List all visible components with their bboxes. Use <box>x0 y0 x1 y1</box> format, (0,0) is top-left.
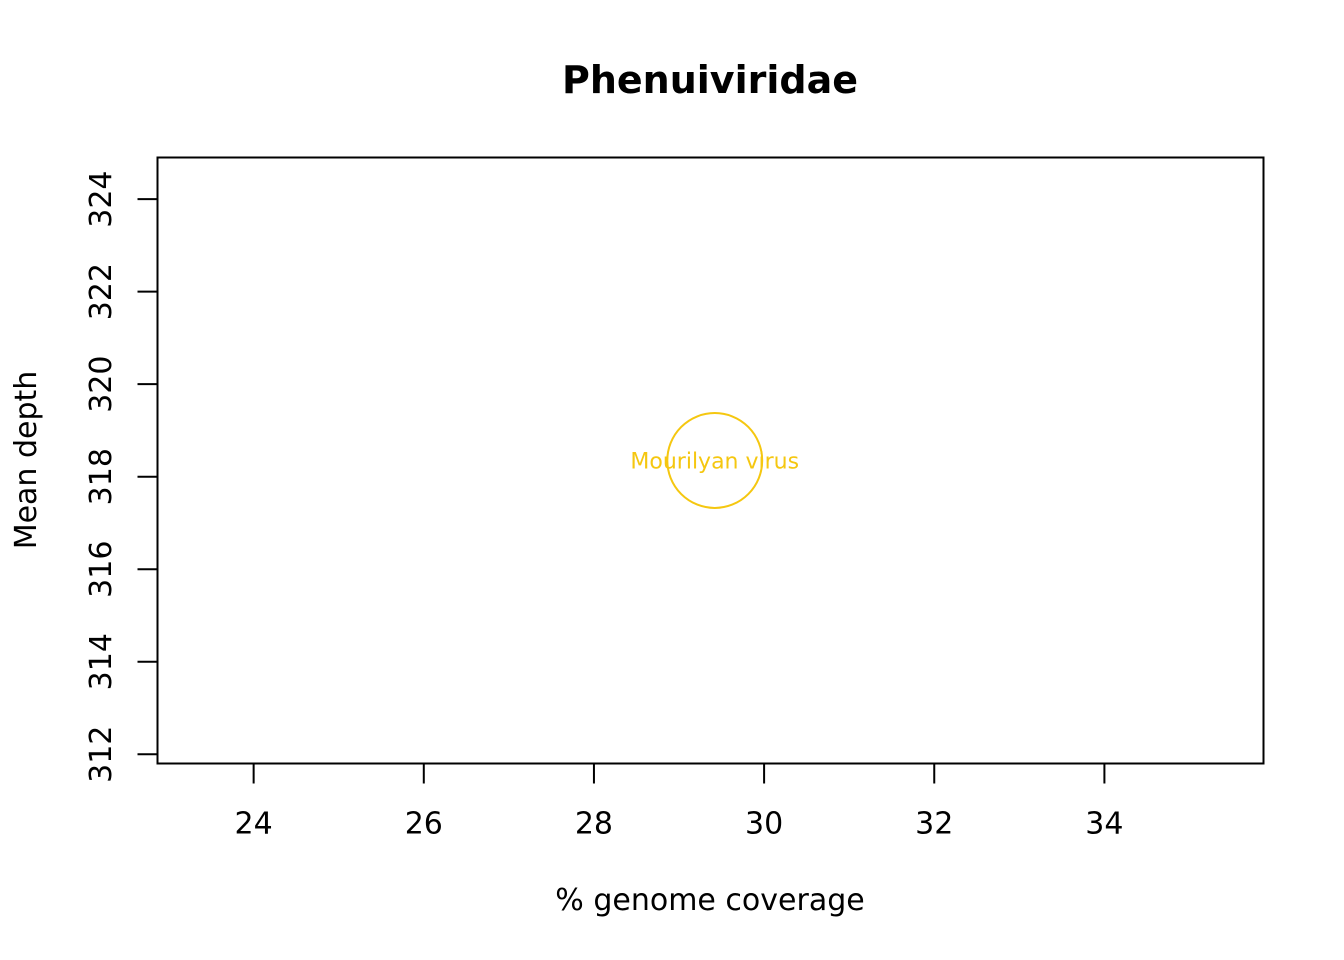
plot-frame <box>156 156 1265 765</box>
y-tick-label: 316 <box>84 541 119 598</box>
y-tick-label: 320 <box>84 356 119 413</box>
y-tick-label: 314 <box>84 633 119 690</box>
x-tick-label: 30 <box>745 807 783 842</box>
y-tick-label: 322 <box>84 263 119 320</box>
y-tick-label: 324 <box>84 171 119 228</box>
x-tick-label: 26 <box>405 807 443 842</box>
x-axis-label: % genome coverage <box>555 883 864 918</box>
data-point-label: Mourilyan virus <box>630 450 799 475</box>
data-point <box>666 412 764 509</box>
y-axis-label: Mean depth <box>9 371 44 550</box>
data-points: Mourilyan virus <box>630 412 799 509</box>
y-tick-label: 312 <box>84 726 119 783</box>
x-tick-label: 24 <box>235 807 273 842</box>
x-tick-label: 34 <box>1085 807 1123 842</box>
chart-title: Phenuiviridae <box>562 58 858 102</box>
x-axis: 24 26 28 30 32 34 <box>235 763 1123 842</box>
y-axis: 312 314 316 318 320 322 324 <box>84 171 158 783</box>
x-tick-label: 28 <box>575 807 613 842</box>
x-tick-label: 32 <box>915 807 953 842</box>
y-tick-label: 318 <box>84 448 119 505</box>
